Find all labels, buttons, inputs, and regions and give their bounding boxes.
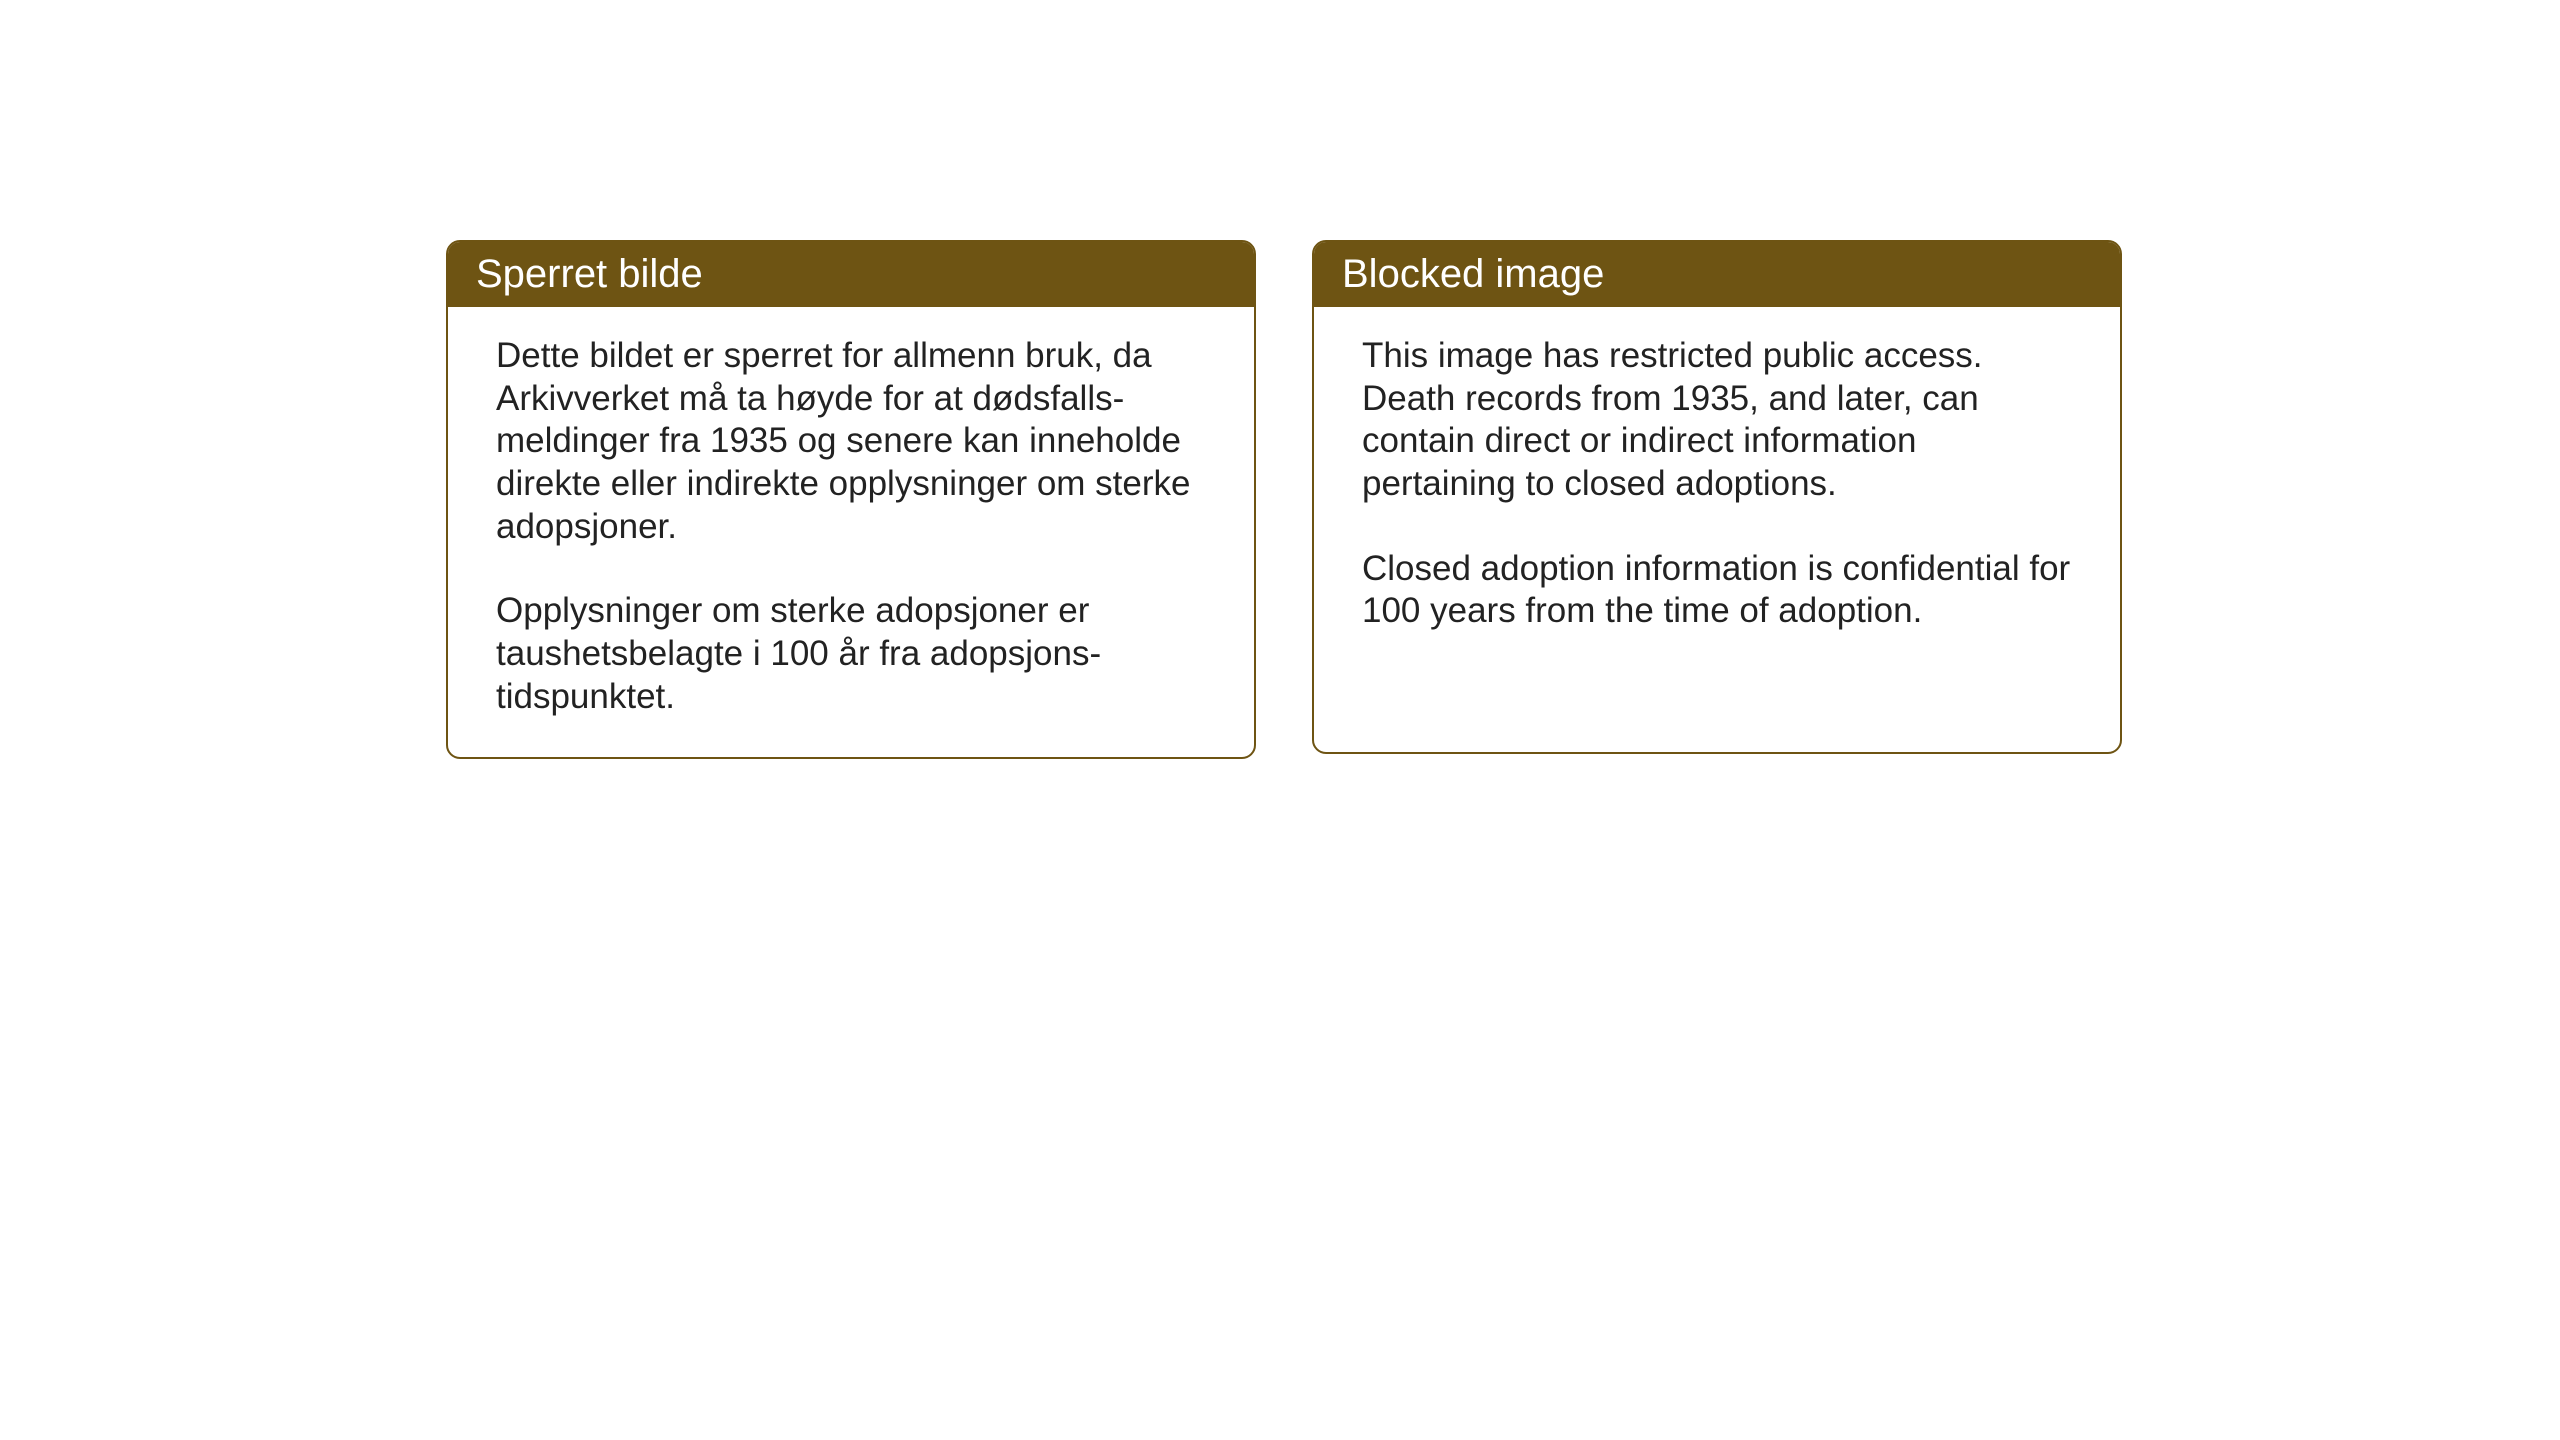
- norwegian-notice-card: Sperret bilde Dette bildet er sperret fo…: [446, 240, 1256, 759]
- english-card-body: This image has restricted public access.…: [1314, 307, 2120, 671]
- norwegian-paragraph-1: Dette bildet er sperret for allmenn bruk…: [496, 335, 1206, 548]
- english-paragraph-2: Closed adoption information is confident…: [1362, 548, 2072, 633]
- english-paragraph-1: This image has restricted public access.…: [1362, 335, 2072, 506]
- cards-container: Sperret bilde Dette bildet er sperret fo…: [446, 240, 2122, 759]
- english-notice-card: Blocked image This image has restricted …: [1312, 240, 2122, 754]
- norwegian-paragraph-2: Opplysninger om sterke adopsjoner er tau…: [496, 590, 1206, 718]
- norwegian-card-body: Dette bildet er sperret for allmenn bruk…: [448, 307, 1254, 757]
- norwegian-card-title: Sperret bilde: [448, 242, 1254, 307]
- english-card-title: Blocked image: [1314, 242, 2120, 307]
